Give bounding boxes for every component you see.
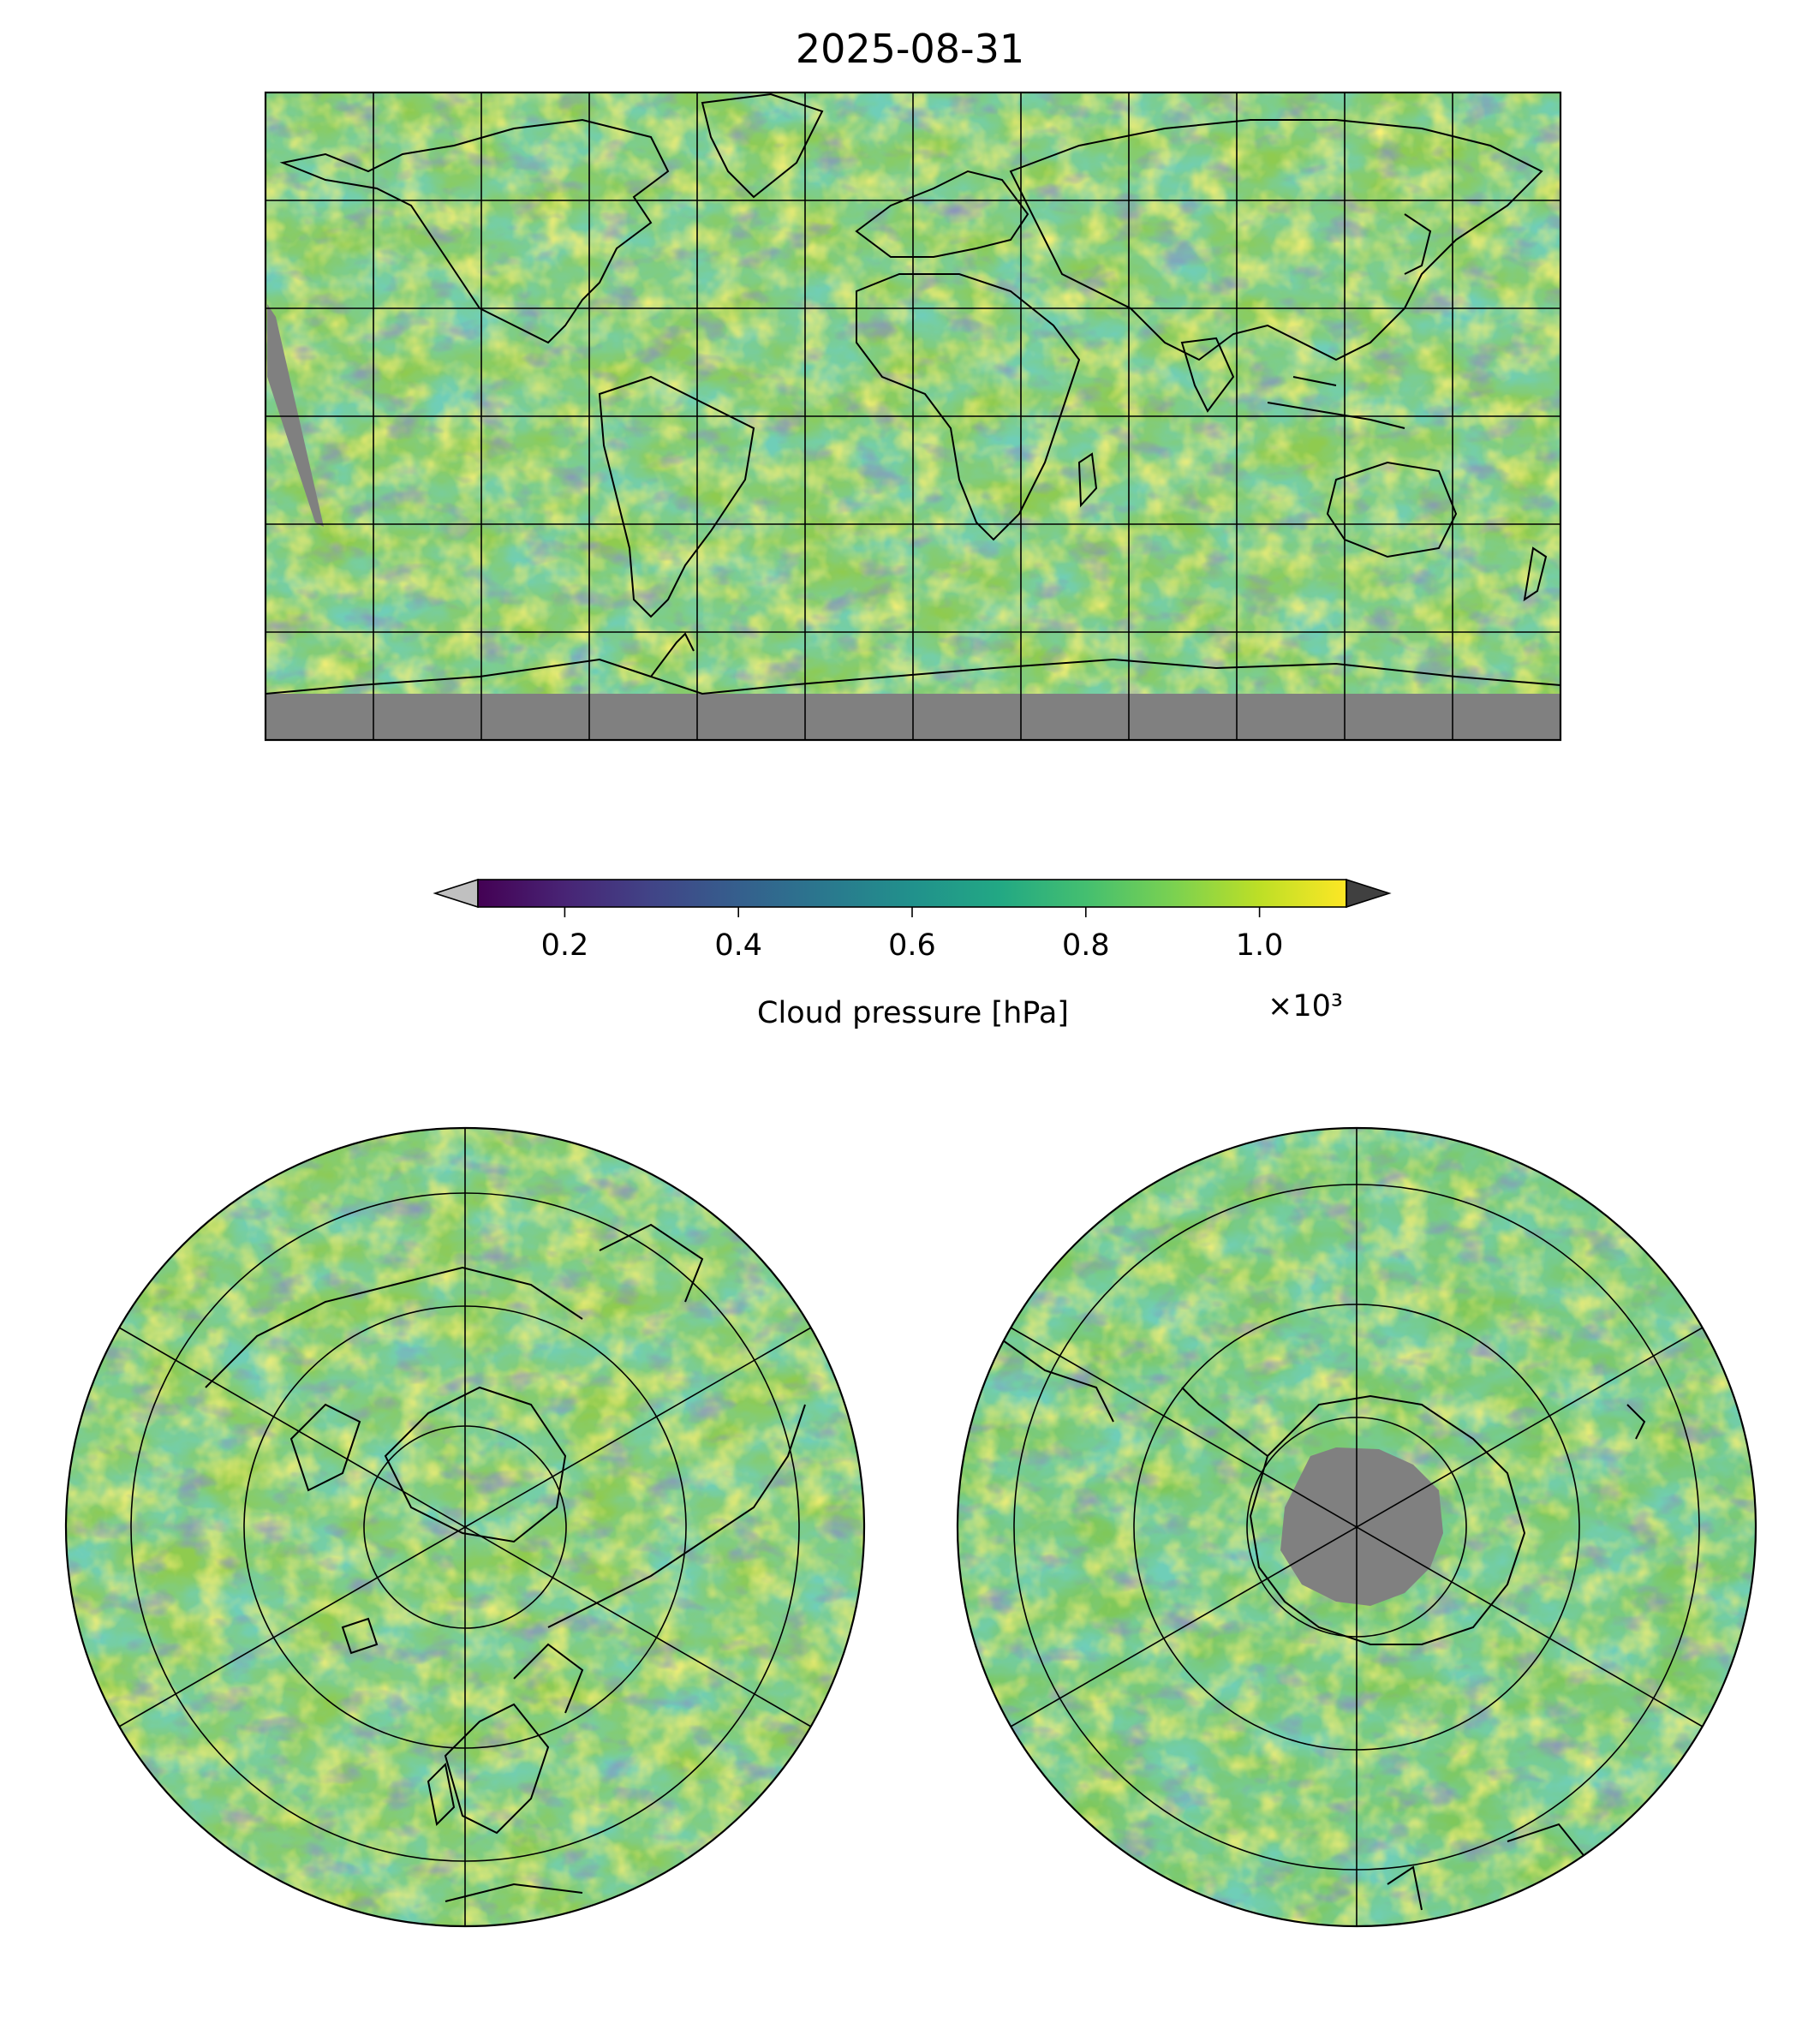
global-gridlines xyxy=(266,92,1560,740)
colorbar-label: Cloud pressure [hPa] xyxy=(757,996,1069,1030)
north-polar-map xyxy=(66,1128,864,1926)
north-coastlines xyxy=(205,1223,806,1902)
south-polar-map xyxy=(958,1128,1756,1926)
global-coastlines xyxy=(266,92,1560,695)
colorbar-over-extension xyxy=(1346,878,1392,909)
colorbar-tick-label: 0.2 xyxy=(541,928,589,963)
colorbar-tick-label: 0.8 xyxy=(1062,928,1110,963)
colorbar-tick-label: 0.6 xyxy=(888,928,936,963)
global-map-frame xyxy=(264,91,1562,742)
north-map-frame xyxy=(64,1126,866,1928)
north-gridlines xyxy=(118,1128,812,1926)
colorbar-tick-label: 1.0 xyxy=(1236,928,1284,963)
south-gridlines xyxy=(1010,1128,1704,1926)
global-map xyxy=(266,92,1560,740)
south-coastlines xyxy=(984,1327,1646,1911)
figure-title: 2025-08-31 xyxy=(795,26,1025,72)
colorbar-multiplier: ×10³ xyxy=(1268,989,1343,1023)
colorbar-under-extension xyxy=(433,878,479,909)
global-missing-swath xyxy=(267,304,324,527)
south-missing-polar-cap xyxy=(1280,1447,1443,1606)
colorbar-gradient xyxy=(478,880,1346,907)
colorbar-tick-label: 0.4 xyxy=(714,928,762,963)
colorbar-ticks: 0.2 0.4 0.6 0.8 1.0 xyxy=(541,907,1284,963)
colorbar: 0.2 0.4 0.6 0.8 1.0 Cloud pressure [hPa] ×10… xyxy=(433,878,1392,1030)
south-map-frame xyxy=(956,1126,1757,1928)
